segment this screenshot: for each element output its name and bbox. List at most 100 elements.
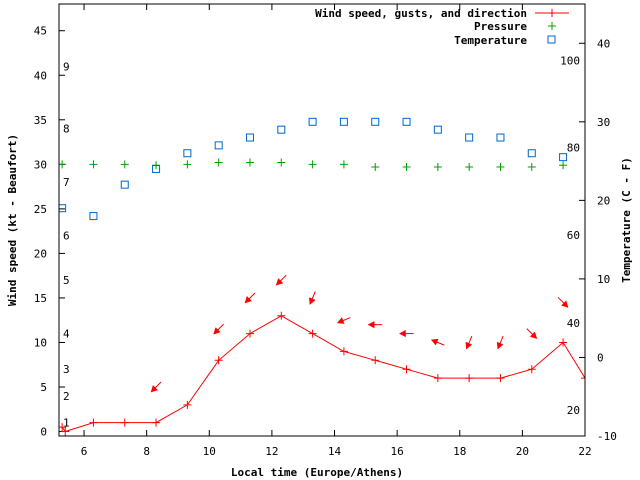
- y-left-tick-label: 0: [40, 426, 47, 439]
- x-axis-label: Local time (Europe/Athens): [231, 466, 403, 479]
- legend-label-wind: Wind speed, gusts, and direction: [315, 7, 527, 20]
- legend-label-pressure: Pressure: [474, 20, 527, 33]
- wind-speed-point: [339, 347, 348, 356]
- temperature-point: [465, 133, 474, 142]
- legend: Wind speed, gusts, and direction Pressur…: [315, 7, 569, 47]
- pressure-point: [277, 158, 286, 167]
- y-left-tick-label: 20: [34, 247, 47, 260]
- pressure-point: [496, 163, 505, 172]
- y-right-tick-label: 20: [597, 194, 610, 207]
- pressure-point: [371, 163, 380, 172]
- wind-speed-point: [465, 374, 474, 383]
- temperature-point: [245, 133, 254, 142]
- wind-speed-point: [402, 365, 411, 374]
- temperature-point: [527, 149, 536, 158]
- wind-speed-point: [214, 356, 223, 365]
- wind-arrow-head: [399, 329, 406, 338]
- y-left-tick-label: 25: [34, 203, 47, 216]
- x-tick-label: 14: [328, 445, 342, 458]
- pressure-point: [402, 163, 411, 172]
- temperature-point: [120, 180, 129, 189]
- wind-arrow-head: [529, 331, 538, 339]
- wind-speed-point: [527, 365, 536, 374]
- wind-direction-arrow: [557, 297, 569, 308]
- wind-direction-arrow: [465, 335, 473, 350]
- wind-arrow-head: [336, 317, 345, 324]
- wind-arrow-head: [367, 321, 375, 329]
- beaufort-label: 1: [63, 417, 70, 430]
- beaufort-label: 9: [63, 60, 70, 73]
- beaufort-label: 2: [63, 390, 70, 403]
- wind-speed-point: [581, 374, 585, 383]
- fahrenheit-label: 20: [567, 404, 580, 417]
- wind-arrow-head: [496, 341, 504, 350]
- temperature-point: [559, 153, 568, 162]
- wind-arrow-head: [150, 384, 159, 393]
- wind-direction-arrow: [308, 291, 316, 305]
- temperature-point: [277, 125, 286, 134]
- y-axis-left-label: Wind speed (kt - Beaufort): [6, 134, 19, 306]
- wind-speed-point: [120, 418, 129, 427]
- wind-direction-arrow: [367, 321, 383, 329]
- pressure-point: [214, 158, 223, 167]
- wind-direction-arrow: [399, 329, 414, 338]
- beaufort-label: 5: [63, 274, 70, 287]
- temperature-point: [308, 117, 317, 126]
- temperature-point: [371, 117, 380, 126]
- wind-arrow-head: [244, 295, 253, 304]
- wind-direction-arrow: [213, 323, 225, 335]
- x-tick-label: 22: [578, 445, 591, 458]
- pressure-point: [433, 163, 442, 172]
- y-left-tick-label: 45: [34, 25, 47, 38]
- temperature-point: [89, 212, 98, 221]
- fahrenheit-label: 60: [567, 229, 580, 242]
- beaufort-label: 6: [63, 230, 70, 243]
- y-axis-right-label: Temperature (C - F): [620, 157, 633, 283]
- y-left-tick-label: 35: [34, 114, 47, 127]
- wind-speed-point: [308, 329, 317, 338]
- y-right-tick-label: 40: [597, 37, 610, 50]
- y-right-tick-label: 0: [597, 351, 604, 364]
- beaufort-label: 8: [63, 123, 70, 136]
- y-right-tick-label: -10: [597, 430, 617, 443]
- y-left-tick-label: 5: [40, 381, 47, 394]
- wind-arrow-head: [308, 297, 316, 305]
- beaufort-label: 3: [63, 363, 70, 376]
- secondary-scale-labels: 1 2 3 4 5 6 7 8 9 20 40 60 80 100: [63, 55, 580, 430]
- wind-arrow-head: [561, 300, 569, 308]
- temperature-point: [152, 164, 161, 173]
- fahrenheit-label: 80: [567, 142, 580, 155]
- y-left-tick-label: 30: [34, 158, 47, 171]
- x-tick-label: 8: [143, 445, 150, 458]
- plot-frame: [58, 3, 586, 437]
- wind-arrow-head: [430, 338, 439, 346]
- pressure-point: [183, 160, 192, 169]
- temperature-point: [402, 117, 411, 126]
- legend-marker-pressure: [548, 22, 556, 30]
- x-tick-label: 6: [81, 445, 88, 458]
- y-left-tick-label: 10: [34, 336, 47, 349]
- temperature-point: [59, 204, 67, 213]
- wind-speed-point: [277, 311, 286, 320]
- temperature-point: [496, 133, 505, 142]
- wind-direction-arrow: [336, 317, 351, 324]
- wind-speed-point: [183, 400, 192, 409]
- beaufort-label: 7: [63, 176, 70, 189]
- legend-marker-temperature: [547, 35, 556, 44]
- beaufort-label: 4: [63, 328, 70, 341]
- wind-speed-point: [559, 338, 568, 347]
- wind-direction-arrow: [430, 338, 445, 346]
- x-tick-label: 10: [203, 445, 216, 458]
- y-right-tick-label: 10: [597, 273, 610, 286]
- wind-speed-point: [89, 418, 98, 427]
- pressure-point: [465, 163, 474, 172]
- fahrenheit-label: 40: [567, 317, 580, 330]
- wind-arrow-head: [465, 341, 473, 350]
- wind-speed-point: [496, 374, 505, 383]
- pressure-point: [308, 160, 317, 169]
- x-tick-label: 20: [516, 445, 529, 458]
- wind-speed-point: [152, 418, 161, 427]
- y-left-tick-label: 15: [34, 292, 47, 305]
